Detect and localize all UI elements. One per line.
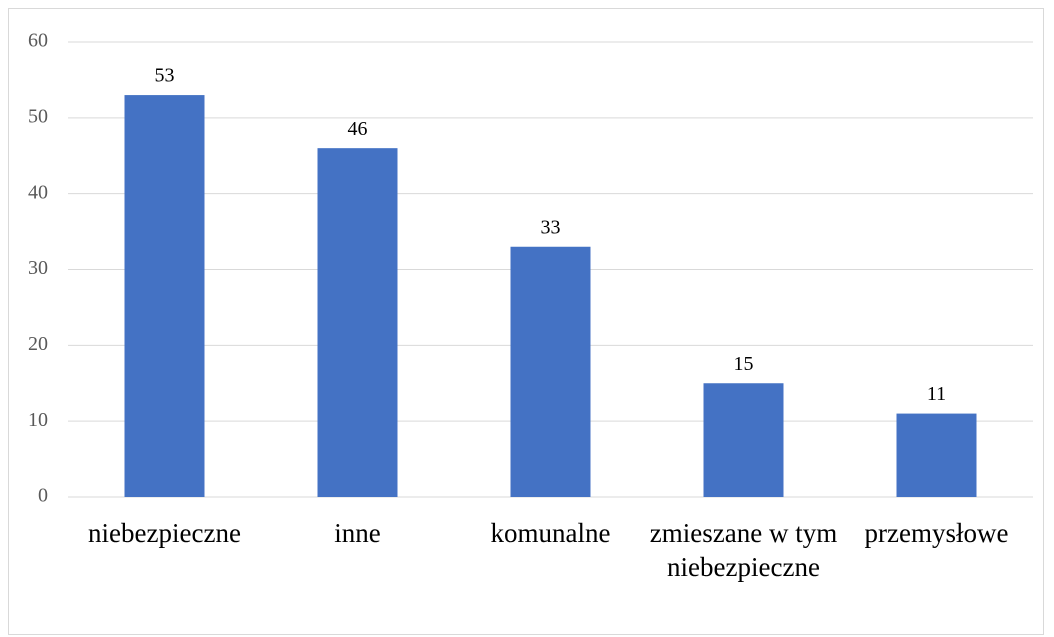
x-tick-label: niebezpieczne bbox=[88, 518, 241, 548]
x-tick-label: inne bbox=[334, 518, 381, 548]
data-label: 53 bbox=[155, 65, 175, 87]
y-tick-label: 60 bbox=[28, 30, 48, 52]
chart-border bbox=[8, 8, 1044, 635]
bar bbox=[124, 95, 205, 497]
bar bbox=[510, 246, 591, 497]
data-label: 33 bbox=[541, 216, 561, 238]
x-tick-label: zmieszane w tym niebezpieczne bbox=[649, 518, 838, 582]
bar bbox=[703, 383, 784, 497]
data-label: 11 bbox=[927, 383, 946, 405]
x-tick-label: przemysłowe bbox=[864, 518, 1009, 548]
bar bbox=[896, 413, 977, 497]
bar bbox=[317, 148, 398, 497]
data-label: 46 bbox=[348, 118, 368, 140]
x-tick-label: komunalne bbox=[490, 518, 611, 548]
y-tick-label: 40 bbox=[28, 181, 48, 203]
y-tick-label: 0 bbox=[38, 485, 48, 507]
y-tick-label: 10 bbox=[28, 409, 48, 431]
y-tick-label: 30 bbox=[28, 257, 48, 279]
y-tick-label: 50 bbox=[28, 105, 48, 127]
data-label: 15 bbox=[734, 353, 754, 375]
y-tick-label: 20 bbox=[28, 333, 48, 355]
